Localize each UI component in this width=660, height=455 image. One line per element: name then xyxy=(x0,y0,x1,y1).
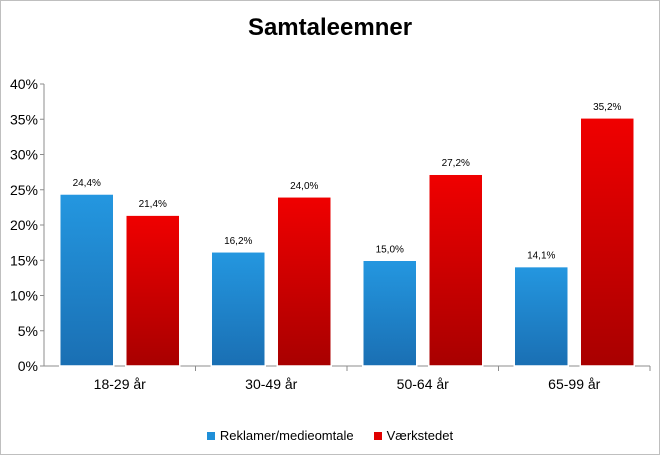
legend-swatch-series-2 xyxy=(373,431,382,440)
data-label: 35,2% xyxy=(593,102,621,113)
bar-series-2-4 xyxy=(579,117,635,367)
data-label: 15,0% xyxy=(376,244,404,255)
y-tick-label: 10% xyxy=(10,288,38,304)
axis-layer: 0% 5% 10% 15% 20% 25% 30% 35% 40% 18-29 år 30-49 å… xyxy=(10,76,651,392)
data-label: 27,2% xyxy=(442,158,470,169)
data-label: 14,1% xyxy=(527,251,555,262)
data-label: 21,4% xyxy=(139,199,167,210)
chart-title: Samtaleemner xyxy=(247,14,413,41)
y-tick-label: 20% xyxy=(10,217,38,233)
bar-series-1-2 xyxy=(210,251,266,367)
y-tick-label: 40% xyxy=(10,76,38,92)
y-tick-label: 5% xyxy=(18,323,38,339)
label-layer: 24,4% 21,4% 16,2% 24,0% 15,0% 27,2% 14,1% 35,2% xyxy=(73,102,622,262)
bar-layer xyxy=(59,117,635,367)
bar-series-1-3 xyxy=(362,259,418,367)
y-tick-label: 25% xyxy=(10,182,38,198)
x-tick-label: 30-49 år xyxy=(245,376,297,392)
bar-chart: 0% 5% 10% 15% 20% 25% 30% 35% 40% 18-29 år 30-49 å… xyxy=(10,76,651,392)
bar-series-2-2 xyxy=(276,196,332,367)
x-tick-label: 50-64 år xyxy=(397,376,449,392)
data-label: 24,0% xyxy=(290,181,318,192)
x-tick-label: 65-99 år xyxy=(548,376,600,392)
bar-series-1-1 xyxy=(59,193,115,367)
y-tick-label: 30% xyxy=(10,147,38,163)
data-label: 16,2% xyxy=(224,236,252,247)
x-tick-label: 18-29 år xyxy=(94,376,146,392)
legend-item-series-2: Værkstedet xyxy=(373,428,454,443)
legend-swatch-series-1 xyxy=(206,431,215,440)
legend-label-series-2: Værkstedet xyxy=(386,428,454,443)
y-tick-label: 0% xyxy=(18,358,38,374)
legend-item-series-1: Reklamer/medieomtale xyxy=(206,428,354,443)
bar-series-2-3 xyxy=(428,173,484,367)
data-label: 24,4% xyxy=(73,178,101,189)
y-tick-label: 35% xyxy=(10,111,38,127)
bar-series-1-4 xyxy=(513,265,569,367)
y-tick-label: 15% xyxy=(10,252,38,268)
bar-series-2-1 xyxy=(125,214,181,367)
legend-label-series-1: Reklamer/medieomtale xyxy=(219,428,354,443)
legend: Reklamer/medieomtale Værkstedet xyxy=(0,428,660,443)
